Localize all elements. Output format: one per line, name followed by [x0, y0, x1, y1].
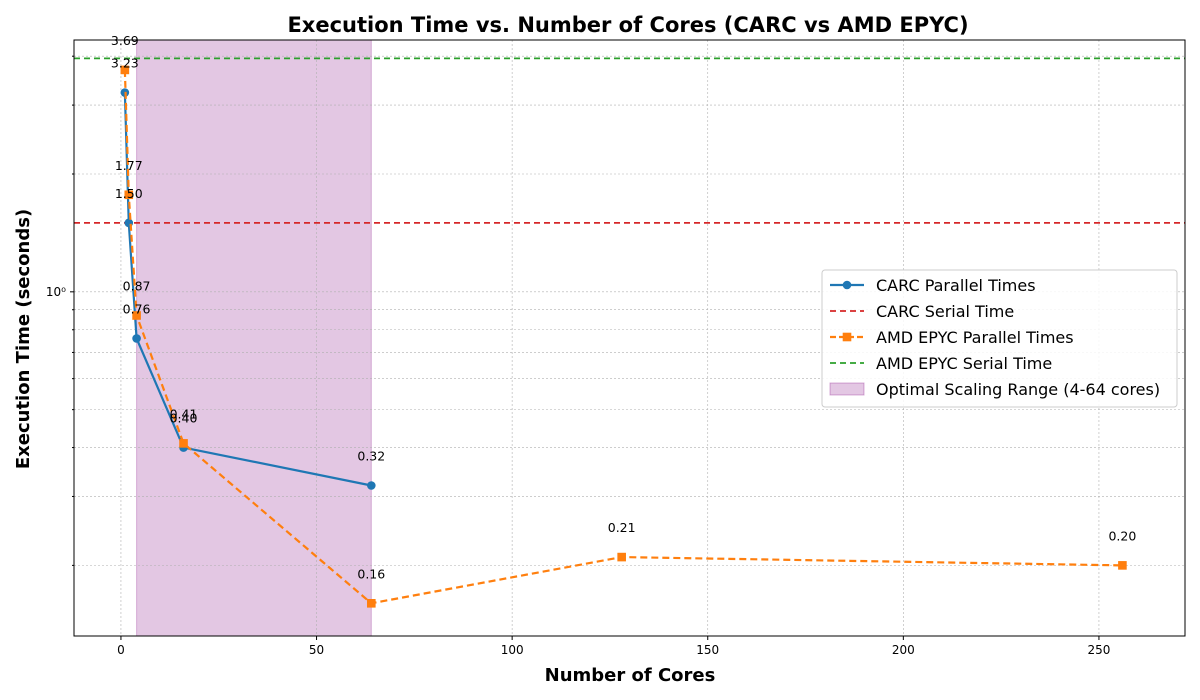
axes-layer: 0 50 100 150 200 250 10⁰ — [46, 39, 1186, 657]
x-tick-label: 50 — [309, 643, 324, 657]
data-label: 0.21 — [608, 520, 636, 535]
data-label: 1.77 — [115, 158, 143, 173]
data-label: 0.40 — [170, 411, 198, 426]
legend-label: AMD EPYC Parallel Times — [876, 328, 1074, 347]
data-label: 0.87 — [123, 278, 151, 293]
x-tick-label: 0 — [117, 643, 125, 657]
legend-label: CARC Parallel Times — [876, 276, 1036, 295]
data-label: 3.23 — [111, 56, 139, 71]
plot-frame — [73, 39, 1186, 637]
data-point — [179, 439, 188, 448]
data-point — [367, 481, 376, 490]
data-label: 0.32 — [357, 448, 385, 463]
data-label: 0.20 — [1108, 528, 1136, 543]
x-tick-label: 100 — [501, 643, 524, 657]
y-tick-label: 10⁰ — [46, 285, 66, 299]
y-axis-title: Execution Time (seconds) — [13, 209, 34, 469]
x-tick-label: 150 — [696, 643, 719, 657]
data-label: 0.76 — [123, 301, 151, 316]
shaded-region-layer — [136, 39, 372, 637]
legend-label: Optimal Scaling Range (4-64 cores) — [876, 380, 1160, 399]
legend: CARC Parallel Times CARC Serial Time AMD E… — [821, 269, 1178, 408]
legend-marker — [842, 280, 852, 290]
data-point — [367, 599, 376, 608]
series-layer — [120, 65, 1127, 608]
chart-title: Execution Time vs. Number of Cores (CARC… — [287, 13, 968, 37]
x-tick-label: 200 — [892, 643, 915, 657]
optimal-scaling-range-region — [136, 39, 372, 637]
legend-box — [821, 269, 1178, 408]
data-point — [1118, 561, 1127, 570]
legend-patch-swatch — [829, 382, 865, 396]
data-point — [124, 190, 134, 200]
data-point — [120, 65, 130, 75]
legend-label: CARC Serial Time — [876, 302, 1014, 321]
legend-marker — [842, 332, 852, 342]
data-point — [617, 552, 626, 562]
legend-label: AMD EPYC Serial Time — [876, 354, 1052, 373]
data-label: 0.41 — [170, 406, 198, 421]
x-axis-title: Number of Cores — [545, 665, 716, 686]
x-tick-label: 250 — [1087, 643, 1110, 657]
data-label: 0.16 — [357, 566, 385, 581]
reference-lines-layer — [74, 57, 1185, 224]
data-point — [132, 334, 141, 343]
data-label: 1.50 — [115, 186, 143, 201]
data-point — [132, 311, 141, 320]
